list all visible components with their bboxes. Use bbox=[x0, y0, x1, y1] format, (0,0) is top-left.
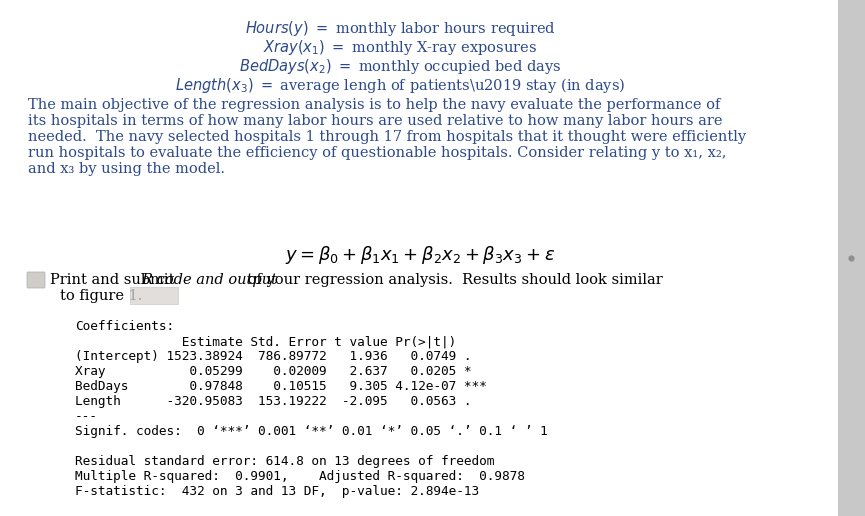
Text: Length      -320.95083  153.19222  -2.095   0.0563 .: Length -320.95083 153.19222 -2.095 0.056… bbox=[75, 395, 471, 408]
FancyBboxPatch shape bbox=[27, 272, 45, 288]
FancyBboxPatch shape bbox=[0, 0, 838, 516]
Text: Residual standard error: 614.8 on 13 degrees of freedom: Residual standard error: 614.8 on 13 deg… bbox=[75, 455, 495, 468]
Text: $\mathit{BedDays}(x_2)$ $=$ monthly occupied bed days: $\mathit{BedDays}(x_2)$ $=$ monthly occu… bbox=[239, 57, 561, 76]
Text: F-statistic:  432 on 3 and 13 DF,  p-value: 2.894e-13: F-statistic: 432 on 3 and 13 DF, p-value… bbox=[75, 485, 479, 498]
Text: R code and output: R code and output bbox=[141, 273, 277, 287]
Text: run hospitals to evaluate the efficiency of questionable hospitals. Consider rel: run hospitals to evaluate the efficiency… bbox=[28, 146, 727, 160]
FancyBboxPatch shape bbox=[838, 0, 865, 516]
Text: Multiple R-squared:  0.9901,    Adjusted R-squared:  0.9878: Multiple R-squared: 0.9901, Adjusted R-s… bbox=[75, 470, 525, 483]
Text: (Intercept) 1523.38924  786.89772   1.936   0.0749 .: (Intercept) 1523.38924 786.89772 1.936 0… bbox=[75, 350, 471, 363]
Text: its hospitals in terms of how many labor hours are used relative to how many lab: its hospitals in terms of how many labor… bbox=[28, 114, 722, 128]
Text: Xray           0.05299    0.02009   2.637   0.0205 *: Xray 0.05299 0.02009 2.637 0.0205 * bbox=[75, 365, 471, 378]
Text: ---: --- bbox=[75, 410, 98, 423]
Text: Estimate Std. Error t value Pr(>|t|): Estimate Std. Error t value Pr(>|t|) bbox=[75, 335, 456, 348]
Text: $\mathit{Length}(x_3)$ $=$ average lengh of patients\u2019 stay (in days): $\mathit{Length}(x_3)$ $=$ average lengh… bbox=[175, 76, 625, 95]
Text: $\mathit{Xray}(x_1)$ $=$ monthly X-ray exposures: $\mathit{Xray}(x_1)$ $=$ monthly X-ray e… bbox=[263, 38, 537, 57]
Text: needed.  The navy selected hospitals 1 through 17 from hospitals that it thought: needed. The navy selected hospitals 1 th… bbox=[28, 130, 746, 144]
Text: Coefficients:: Coefficients: bbox=[75, 320, 174, 333]
Text: Signif. codes:  0 ‘***’ 0.001 ‘**’ 0.01 ‘*’ 0.05 ‘.’ 0.1 ‘ ’ 1: Signif. codes: 0 ‘***’ 0.001 ‘**’ 0.01 ‘… bbox=[75, 425, 548, 438]
FancyBboxPatch shape bbox=[130, 287, 178, 304]
Text: BedDays        0.97848    0.10515   9.305 4.12e-07 ***: BedDays 0.97848 0.10515 9.305 4.12e-07 *… bbox=[75, 380, 487, 393]
Text: and x₃ by using the model.: and x₃ by using the model. bbox=[28, 162, 225, 176]
Text: of your regression analysis.  Results should look similar: of your regression analysis. Results sho… bbox=[243, 273, 663, 287]
Text: The main objective of the regression analysis is to help the navy evaluate the p: The main objective of the regression ana… bbox=[28, 98, 721, 112]
Text: $y = \beta_0 + \beta_1 x_1 + \beta_2 x_2 + \beta_3 x_3 + \epsilon$: $y = \beta_0 + \beta_1 x_1 + \beta_2 x_2… bbox=[285, 244, 555, 266]
Text: $\mathit{Hours}(y)$ $=$ monthly labor hours required: $\mathit{Hours}(y)$ $=$ monthly labor ho… bbox=[245, 19, 555, 38]
Text: to figure 1.: to figure 1. bbox=[60, 289, 143, 303]
Text: Print and submit: Print and submit bbox=[50, 273, 179, 287]
